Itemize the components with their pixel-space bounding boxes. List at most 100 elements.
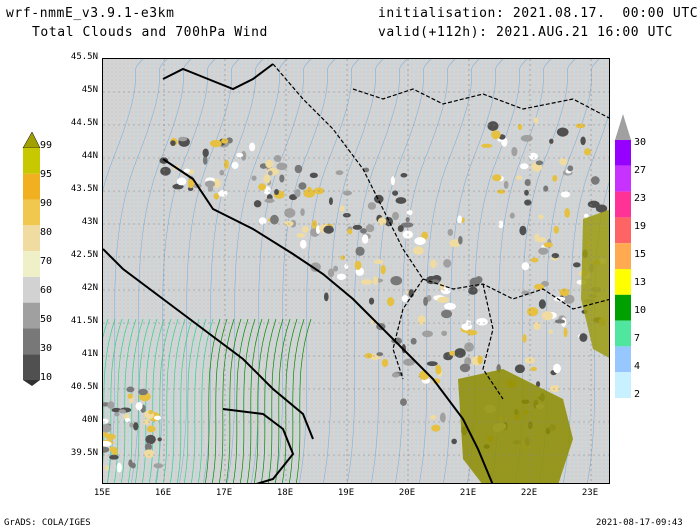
cloud-patch (309, 172, 318, 179)
wind-colorbar-label: 13 (634, 277, 647, 288)
cloud-patch (124, 417, 131, 423)
cloud-patch (221, 138, 229, 144)
cloud-patch (549, 384, 560, 393)
cloud-patch (435, 364, 442, 375)
cloud-patch (135, 402, 143, 411)
cloud-patch (103, 418, 109, 424)
lat-label: 41N (81, 349, 98, 359)
cloud-patch (441, 309, 453, 319)
wind-colorbar-swatch (615, 320, 631, 347)
cloud-patch (109, 446, 115, 452)
cloud-patch (143, 449, 155, 459)
cloud-patch (372, 276, 379, 285)
cloud-patch (551, 252, 560, 259)
cloud-patch (564, 208, 571, 218)
cloud-patch (535, 381, 541, 388)
lon-label: 19E (337, 488, 355, 498)
cloud-patch (126, 386, 135, 393)
cloud-patch (535, 160, 544, 166)
cloud-patch (572, 262, 581, 268)
cloud-patch (129, 422, 134, 428)
cloud-patch (443, 259, 452, 268)
cloud-patch (116, 462, 122, 473)
cloud-patch (560, 191, 571, 198)
cloud-patch (284, 221, 294, 227)
cloud-patch (412, 246, 424, 255)
cloud-colorbar-swatch (23, 276, 40, 303)
cloud-patch (464, 342, 474, 352)
cloud-patch (294, 188, 301, 198)
cloud-patch (323, 225, 334, 234)
cloud-colorbar-swatch (23, 173, 40, 200)
country-borders (272, 63, 609, 400)
cloud-patch (524, 179, 531, 186)
cloud-patch (107, 401, 115, 409)
lat-label: 45.5N (70, 52, 98, 62)
cloud-patch (466, 329, 478, 336)
cloud-patch (251, 175, 257, 181)
cloud-patch (441, 330, 448, 337)
cloud-patch (403, 358, 415, 366)
cloud-patch (364, 352, 373, 359)
cloud-patch (386, 296, 395, 307)
cloud-patch (109, 454, 119, 460)
cloud-patch (514, 364, 525, 374)
cloud-patch (580, 136, 586, 146)
cloud-colorbar-swatch (23, 302, 40, 329)
map-panel (102, 58, 610, 484)
cloud-patch (476, 317, 488, 326)
cloud-patch (590, 176, 600, 185)
cloud-patch (298, 182, 307, 190)
cloud-colorbar-label: 60 (40, 285, 53, 296)
coastlines (103, 63, 494, 483)
lat-label: 41.5N (70, 316, 98, 326)
cloud-patch (475, 276, 483, 284)
cloud-colorbar-swatch (23, 328, 40, 355)
cloud-patch (118, 409, 126, 414)
lat-label: 39.5N (70, 448, 98, 458)
cloud-patch (543, 242, 553, 248)
cloud-patch (430, 279, 440, 285)
cloud-patch (492, 174, 502, 182)
cloud-patch (449, 350, 455, 356)
cloud-patch (392, 190, 399, 196)
wind-colorbar-label: 4 (634, 361, 641, 372)
wind-colorbar-label: 2 (634, 389, 641, 400)
lon-label: 17E (215, 488, 233, 498)
cloud-patch (360, 279, 373, 285)
cloud-patch (401, 295, 409, 303)
cloud-patch (279, 174, 285, 183)
cloud-patch (451, 438, 457, 445)
cloud-patch (368, 297, 375, 305)
colorbar-bottom-arrow (23, 380, 40, 386)
cloud-patch (315, 225, 321, 234)
wind-colorbar-swatch (615, 346, 631, 373)
cloud-patch (556, 127, 569, 137)
cloud-patch (528, 152, 538, 160)
cloud-patch (373, 259, 384, 265)
cloud-patch (400, 173, 408, 178)
cloud-patch (300, 239, 307, 249)
cloud-patch (449, 239, 461, 248)
cloud-patch (231, 161, 239, 169)
cloud-patch (103, 424, 112, 433)
cloud-patch (579, 333, 588, 342)
cloud-patch (344, 263, 349, 269)
cloud-patch (138, 388, 148, 396)
cloud-patch (548, 329, 553, 334)
cloud-patch (339, 205, 345, 212)
cloud-patch (144, 442, 152, 451)
cloud-patch (541, 311, 553, 321)
cloud-patch (520, 134, 533, 142)
cloud-patch (183, 168, 191, 173)
cloud-patch (361, 234, 369, 244)
cloud-patch (274, 189, 279, 196)
lat-label: 43N (81, 217, 98, 227)
cloud-patch (527, 307, 539, 317)
cloud-patch (458, 235, 463, 245)
cloud-patch (538, 214, 544, 220)
cloud-colorbar-label: 10 (40, 372, 53, 383)
cloud-patch (552, 175, 558, 182)
wind-colorbar-label: 7 (634, 333, 641, 344)
cloud-patch (263, 174, 271, 184)
